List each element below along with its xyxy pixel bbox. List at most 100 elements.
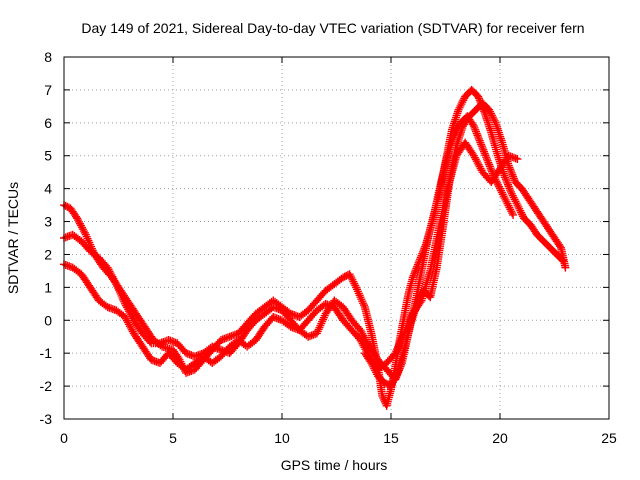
data-point — [357, 337, 366, 346]
data-point — [345, 270, 354, 279]
x-tick-label: 15 — [383, 430, 399, 446]
data-point — [413, 299, 422, 308]
data-point — [501, 175, 510, 184]
data-point — [518, 210, 527, 219]
y-tick-label: -3 — [40, 411, 53, 427]
data-point — [349, 277, 358, 286]
y-tick-label: -1 — [40, 345, 53, 361]
y-tick-label: -2 — [40, 378, 53, 394]
data-point — [555, 242, 564, 251]
data-point — [500, 194, 509, 203]
y-tick-label: 3 — [44, 214, 52, 230]
data-point — [483, 156, 492, 165]
data-point — [478, 144, 487, 153]
data-point — [474, 92, 483, 101]
data-point — [561, 263, 570, 272]
data-point — [127, 325, 136, 334]
y-tick-label: 4 — [44, 181, 52, 197]
data-point — [477, 142, 486, 151]
data-point — [458, 98, 467, 107]
data-point — [471, 125, 480, 134]
y-tick-label: 5 — [44, 148, 52, 164]
data-point — [359, 341, 368, 350]
data-point — [348, 275, 357, 284]
data-point — [122, 301, 131, 310]
y-tick-label: 7 — [44, 82, 52, 98]
x-tick-label: 0 — [60, 430, 68, 446]
data-point — [472, 157, 481, 166]
data-point — [105, 267, 114, 276]
data-point — [474, 133, 483, 142]
data-point — [517, 208, 526, 217]
data-point — [511, 197, 520, 206]
data-point — [506, 186, 515, 195]
data-point — [111, 278, 120, 287]
data-point — [123, 318, 132, 327]
data-point — [125, 322, 134, 331]
data-point — [387, 380, 396, 389]
data-point — [474, 94, 483, 103]
data-point — [504, 161, 513, 170]
data-point — [122, 303, 131, 312]
data-point — [494, 180, 503, 189]
data-point — [346, 272, 355, 281]
data-point — [469, 122, 478, 131]
data-point — [416, 292, 425, 301]
data-point — [454, 105, 463, 114]
data-point — [357, 327, 366, 336]
y-tick-label: 6 — [44, 115, 52, 131]
data-point — [109, 274, 118, 283]
data-point — [516, 206, 525, 215]
y-axis: -3 -2 -1 0 1 2 3 4 5 6 7 8 — [40, 49, 609, 427]
data-point — [498, 190, 507, 199]
data-point — [490, 116, 499, 125]
data-point — [504, 182, 513, 191]
x-axis: 0 5 10 15 20 25 — [60, 57, 617, 446]
data-point — [123, 305, 132, 314]
data-point — [506, 165, 515, 174]
data-point — [509, 193, 518, 202]
data-point — [502, 176, 511, 185]
data-point — [414, 297, 423, 306]
data-point — [409, 271, 418, 280]
data-point — [392, 370, 401, 379]
data-point — [508, 191, 517, 200]
data-point — [507, 189, 516, 198]
data-point — [505, 184, 514, 193]
data-point — [387, 382, 395, 391]
y-tick-label: 2 — [44, 246, 52, 262]
data-point — [473, 159, 482, 168]
data-point — [103, 263, 112, 272]
data-point — [509, 174, 518, 183]
data-point — [389, 376, 398, 385]
data-point — [470, 153, 479, 162]
data-point — [489, 115, 498, 124]
series-track-a — [60, 85, 568, 410]
data-point — [487, 165, 496, 174]
data-point — [108, 272, 117, 281]
data-point — [496, 184, 504, 193]
series-track-b — [60, 112, 518, 384]
data-point — [124, 320, 133, 329]
data-point — [501, 173, 510, 182]
data-point — [480, 147, 489, 156]
data-point — [477, 140, 486, 149]
data-point — [506, 167, 515, 176]
x-tick-label: 20 — [492, 430, 508, 446]
data-point — [347, 273, 356, 282]
data-point — [503, 199, 512, 208]
data-point — [455, 103, 464, 112]
data-point — [514, 202, 523, 211]
data-point — [75, 217, 84, 226]
data-point — [391, 372, 400, 381]
data-point — [504, 201, 513, 210]
data-point — [78, 225, 87, 234]
data-point — [122, 314, 131, 323]
data-point — [124, 307, 133, 316]
data-point — [77, 223, 86, 232]
data-point — [368, 360, 377, 369]
data-point — [410, 269, 419, 278]
data-point — [350, 279, 359, 288]
series-track-c — [60, 138, 522, 374]
